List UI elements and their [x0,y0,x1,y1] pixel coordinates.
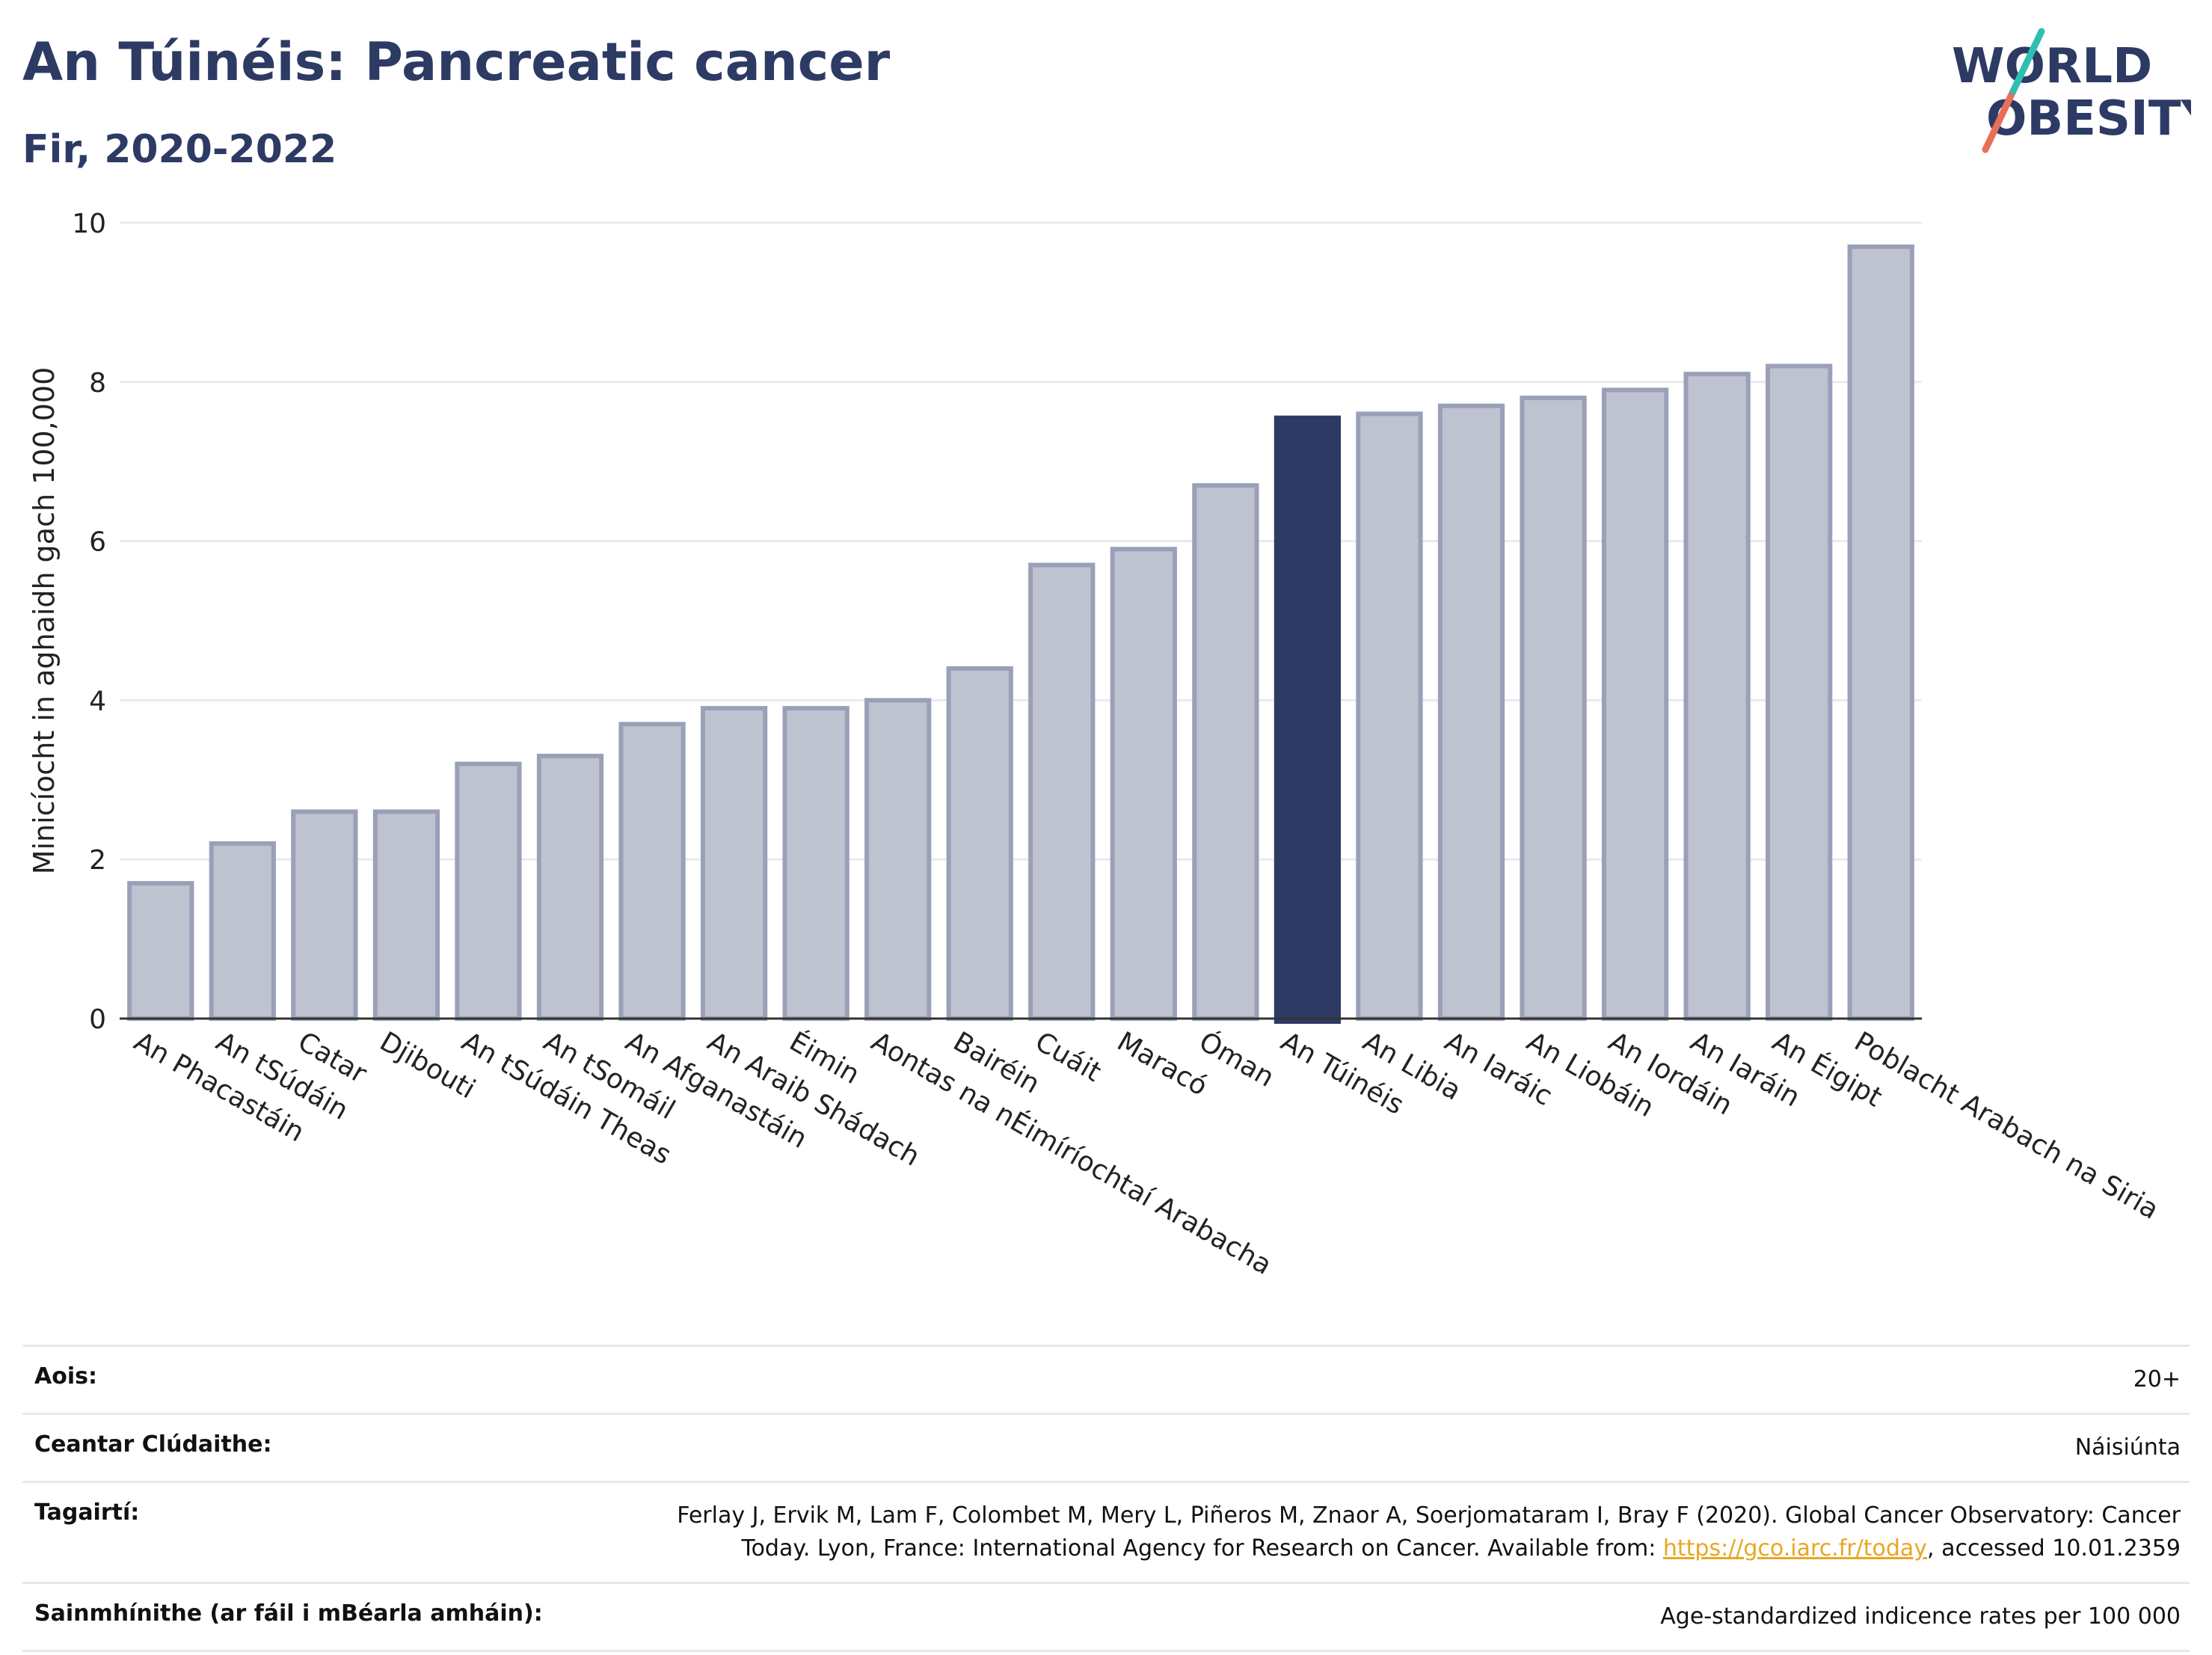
y-tick-label: 4 [89,686,106,716]
references-label: Tagairtí: [34,1499,140,1526]
bar-6[interactable] [536,753,604,1021]
y-tick-label: 8 [89,368,106,399]
age-value: 20+ [2133,1366,2181,1393]
y-tick-labels: 0 2 4 6 8 10 [72,209,106,1035]
bar-14[interactable] [1192,483,1259,1021]
bar-12[interactable] [1028,562,1096,1021]
meta-row-area: Ceantar Clúdaithe: Náisiúnta [22,1413,2190,1481]
x-tick-label: Poblacht Arabach na Siria [1849,1026,2164,1226]
y-tick-label: 10 [72,209,106,239]
y-axis-label: Minicíocht in aghaidh gach 100,000 [28,367,61,875]
references-accessed: , accessed 10.01.2359 [1927,1535,2181,1562]
bar-4[interactable] [372,809,440,1021]
references-value: Ferlay J, Ervik M, Lam F, Colombet M, Me… [677,1499,2181,1565]
area-label: Ceantar Clúdaithe: [34,1431,272,1458]
metadata-table: Aois: 20+ Ceantar Clúdaithe: Náisiúnta T… [22,1345,2190,1652]
bar-9[interactable] [782,706,850,1021]
bar-15[interactable] [1274,415,1342,1024]
bar-22[interactable] [1847,244,1914,1021]
bar-13[interactable] [1110,547,1177,1021]
bar-3[interactable] [291,809,358,1021]
chart-title: An Túinéis: Pancreatic cancer [22,31,891,93]
bar-21[interactable] [1766,363,1833,1021]
meta-row-references: Tagairtí: Ferlay J, Ervik M, Lam F, Colo… [22,1481,2190,1582]
references-line-2: Today. Lyon, France: International Agenc… [741,1535,1663,1562]
meta-row-age: Aois: 20+ [22,1345,2190,1413]
y-tick-label: 2 [89,845,106,876]
age-label: Aois: [34,1363,97,1390]
area-value: Náisiúnta [2074,1434,2181,1461]
references-link[interactable]: https://gco.iarc.fr/today [1662,1535,1928,1562]
x-tick-label: Maracó [1112,1026,1213,1102]
bar-10[interactable] [864,698,932,1022]
bar-1[interactable] [127,881,194,1021]
references-line-1: Ferlay J, Ervik M, Lam F, Colombet M, Me… [677,1502,2181,1529]
bar-17[interactable] [1437,403,1505,1021]
bar-8[interactable] [700,706,768,1021]
logo-word-world: WORLD [1952,39,2152,94]
bar-19[interactable] [1601,387,1669,1021]
y-tick-label: 6 [89,527,106,558]
definitions-label: Sainmhínithe (ar fáil i mBéarla amháin): [34,1600,543,1627]
bar-18[interactable] [1520,396,1587,1021]
meta-row-definitions: Sainmhínithe (ar fáil i mBéarla amháin):… [22,1582,2190,1652]
bars [127,244,1914,1024]
bar-11[interactable] [946,666,1013,1022]
bar-16[interactable] [1356,411,1423,1021]
world-obesity-logo: WORLD OBESITY [1952,28,2191,153]
bar-7[interactable] [618,722,686,1021]
bar-2[interactable] [209,841,276,1022]
chart-subtitle: Fir, 2020-2022 [22,127,337,172]
logo-word-obesity: OBESITY [1986,91,2191,147]
bar-20[interactable] [1683,372,1751,1022]
bar-5[interactable] [455,761,522,1022]
definitions-value: Age-standardized indicence rates per 100… [1660,1603,2181,1630]
y-tick-label: 0 [89,1004,106,1035]
